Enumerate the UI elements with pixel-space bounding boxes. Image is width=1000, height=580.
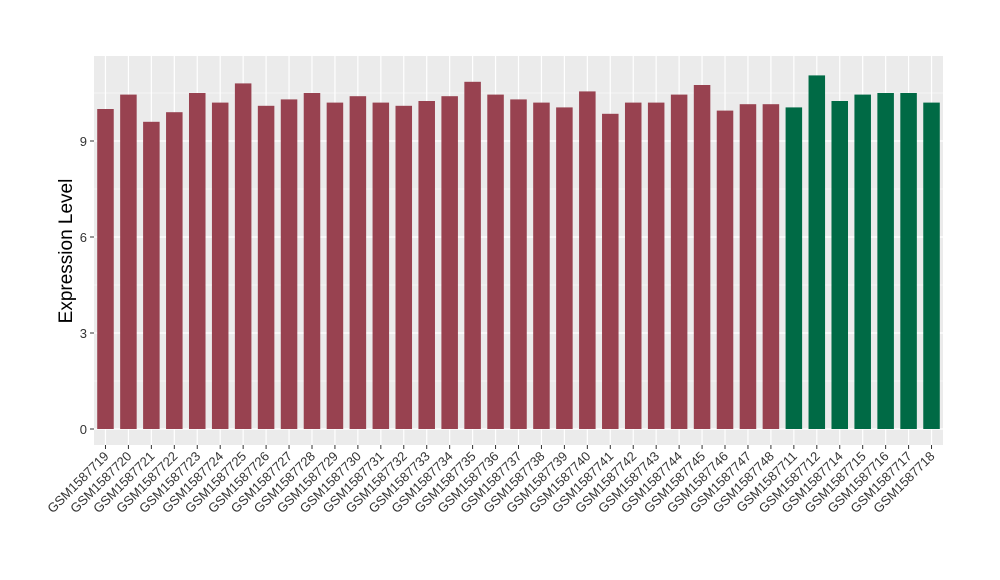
bar-GSM1587722: [166, 112, 183, 429]
bar-GSM1587725: [234, 83, 252, 430]
bar-GSM1587740: [579, 91, 596, 430]
bar-GSM1587717: [900, 93, 917, 429]
bar-GSM1587743: [647, 102, 665, 429]
bar-GSM1587745: [693, 85, 711, 429]
bar-GSM1587733: [418, 101, 435, 429]
bar-GSM1587742: [624, 102, 642, 429]
bar-GSM1587715: [854, 94, 871, 429]
bars: [97, 75, 940, 430]
y-tick-label: 6: [80, 230, 87, 245]
bar-GSM1587714: [831, 101, 849, 429]
bar-GSM1587719: [97, 109, 114, 429]
bar-GSM1587729: [326, 102, 344, 429]
bar-GSM1587728: [303, 93, 321, 429]
bar-GSM1587711: [785, 107, 803, 430]
y-tick-label: 3: [80, 326, 87, 341]
bar-GSM1587726: [257, 105, 275, 430]
bar-GSM1587724: [211, 102, 229, 429]
y-tick-label: 9: [80, 134, 87, 149]
bar-GSM1587744: [670, 94, 688, 429]
bar-GSM1587720: [120, 94, 137, 429]
bar-GSM1587723: [188, 93, 206, 429]
y-tick-label: 0: [80, 422, 87, 437]
bar-GSM1587735: [464, 81, 481, 430]
bar-GSM1587738: [533, 102, 550, 429]
bar-GSM1587712: [808, 75, 826, 430]
bar-GSM1587748: [762, 104, 780, 429]
bar-GSM1587718: [923, 102, 940, 429]
bar-GSM1587732: [395, 105, 413, 430]
bar-GSM1587727: [280, 99, 298, 430]
bar-GSM1587747: [739, 104, 757, 429]
bar-GSM1587730: [349, 96, 367, 429]
bar-GSM1587721: [143, 121, 160, 430]
y-axis: 0 3 6 9: [80, 134, 94, 437]
bar-GSM1587716: [877, 93, 894, 429]
bar-GSM1587741: [602, 113, 619, 430]
bar-GSM1587746: [716, 110, 734, 429]
y-axis-title: Expression Level: [56, 179, 77, 324]
bar-GSM1587739: [556, 107, 573, 430]
bar-GSM1587731: [372, 102, 390, 429]
bar-GSM1587736: [487, 94, 504, 429]
bar-GSM1587734: [441, 96, 458, 429]
x-axis: GSM1587719GSM1587720GSM1587721GSM1587722…: [44, 445, 938, 516]
bar-GSM1587737: [510, 99, 527, 430]
